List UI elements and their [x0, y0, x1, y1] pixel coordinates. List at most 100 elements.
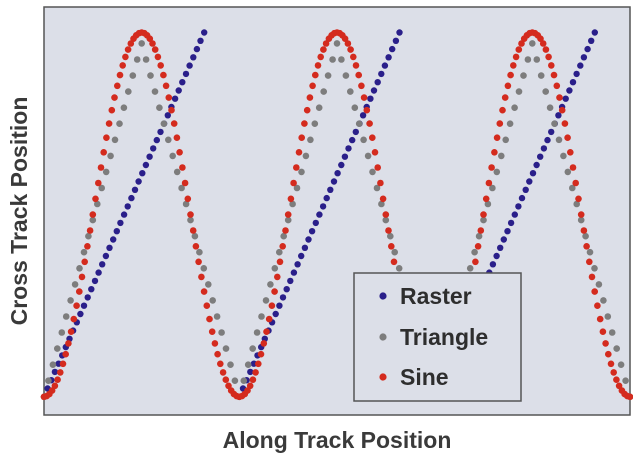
raster-point — [294, 261, 301, 268]
raster-point — [301, 244, 309, 251]
raster-point — [193, 45, 201, 53]
sine-point — [211, 340, 219, 347]
triangle-point — [342, 72, 350, 79]
triangle-point — [382, 216, 390, 224]
raster-point — [171, 95, 179, 102]
sine-point — [170, 120, 178, 127]
sine-point — [78, 273, 86, 281]
raster-point — [584, 45, 591, 53]
sine-point — [287, 195, 295, 203]
sine-point — [244, 387, 251, 394]
triangle-point — [258, 313, 265, 320]
sine-point — [602, 340, 609, 347]
triangle-point — [569, 184, 576, 192]
sine-point — [122, 53, 129, 61]
raster-point — [396, 29, 403, 36]
triangle-point — [165, 136, 172, 144]
triangle-point — [58, 329, 66, 336]
sine-point — [195, 258, 202, 266]
sine-point — [119, 62, 126, 69]
sine-point — [268, 302, 276, 310]
triangle-point — [524, 56, 532, 63]
sine-point — [537, 35, 544, 42]
sine-point — [341, 35, 349, 42]
raster-point — [272, 310, 279, 318]
raster-point — [507, 219, 515, 227]
triangle-point — [173, 168, 181, 176]
raster-point — [569, 79, 577, 86]
raster-point — [352, 128, 359, 136]
triangle-point — [289, 200, 296, 208]
sine-point — [347, 46, 354, 53]
raster-point — [533, 161, 540, 169]
sine-point — [203, 302, 211, 310]
triangle-point — [520, 72, 527, 79]
raster-point — [548, 128, 555, 136]
triangle-point — [76, 265, 83, 272]
triangle-point — [45, 377, 52, 385]
triangle-point — [378, 200, 385, 208]
sine-point — [583, 243, 590, 250]
triangle-point — [502, 136, 510, 144]
raster-point — [308, 228, 316, 235]
triangle-point — [107, 152, 114, 160]
triangle-point — [138, 40, 145, 47]
raster-point — [287, 277, 294, 285]
triangle-point — [311, 120, 319, 127]
triangle-point — [391, 248, 399, 256]
sine-point — [548, 62, 555, 69]
sine-point — [390, 258, 398, 266]
sine-point — [127, 40, 135, 47]
raster-point — [385, 54, 392, 61]
sine-point — [344, 40, 352, 47]
sine-point — [515, 46, 523, 53]
sine-point — [198, 273, 205, 281]
raster-point — [110, 236, 117, 243]
sine-point — [485, 179, 493, 187]
triangle-point — [222, 345, 230, 352]
sine-point — [62, 350, 69, 358]
raster-point — [338, 161, 345, 169]
raster-point — [319, 203, 327, 210]
raster-point — [84, 294, 91, 301]
triangle-point — [560, 152, 567, 160]
sine-point — [615, 382, 623, 390]
raster-point — [120, 211, 128, 218]
sine-point — [92, 195, 99, 203]
sine-point — [257, 350, 265, 358]
sine-point — [284, 211, 292, 218]
legend-marker-triangle — [379, 333, 387, 341]
raster-point — [186, 62, 193, 69]
raster-point — [91, 277, 99, 285]
sine-point — [192, 243, 200, 250]
triangle-point — [302, 152, 310, 160]
triangle-point — [471, 248, 478, 256]
sine-point — [550, 71, 558, 79]
sine-point — [493, 134, 501, 141]
triangle-point — [387, 232, 394, 240]
triangle-point — [622, 377, 629, 385]
sine-point — [176, 149, 183, 156]
sine-point — [580, 227, 588, 234]
triangle-point — [80, 248, 88, 256]
triangle-point — [187, 216, 194, 224]
raster-point — [378, 70, 385, 78]
triangle-point — [591, 265, 598, 272]
sine-point — [162, 82, 170, 90]
sine-point — [263, 328, 270, 336]
sine-point — [499, 106, 506, 114]
sine-point — [314, 62, 322, 69]
triangle-point — [280, 232, 288, 240]
sine-point — [108, 106, 116, 114]
sine-point — [187, 211, 194, 218]
triangle-point — [617, 361, 625, 369]
sine-point — [214, 350, 221, 358]
raster-point — [330, 178, 338, 185]
sine-point — [613, 376, 620, 384]
raster-point — [367, 95, 374, 102]
sine-point — [160, 71, 167, 79]
triangle-point — [555, 136, 563, 144]
sine-point — [279, 243, 287, 250]
sine-point — [605, 350, 612, 358]
triangle-point — [62, 313, 70, 320]
